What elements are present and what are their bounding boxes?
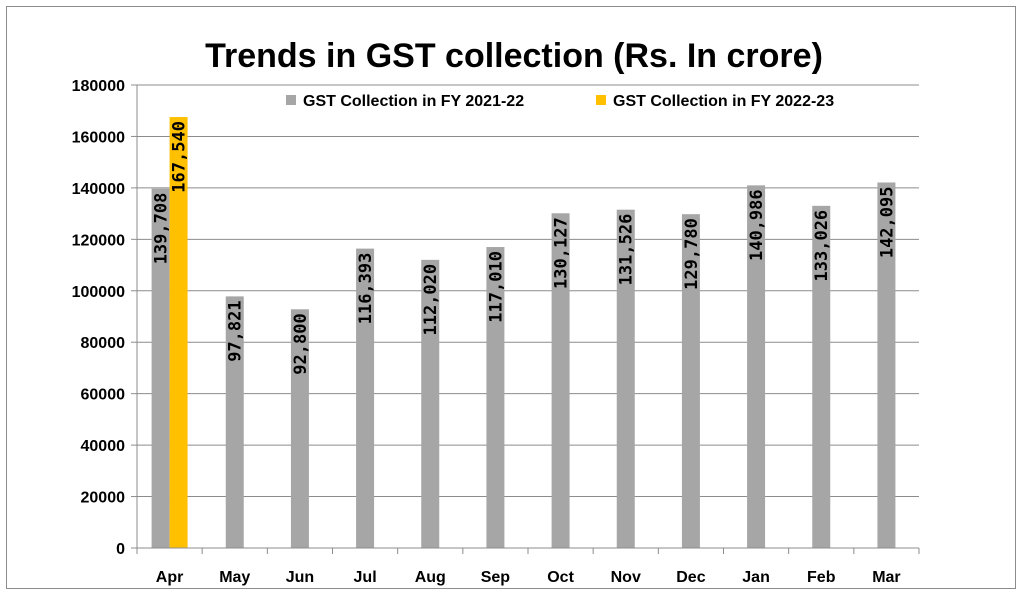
bar-may-series-0	[225, 296, 244, 548]
y-tick-label: 80000	[81, 335, 126, 352]
gst-bar-chart: Trends in GST collection (Rs. In crore) …	[72, 37, 920, 586]
data-label-sep-series-0: 117,010	[486, 251, 506, 323]
data-label-oct-series-0: 130,127	[552, 217, 572, 289]
bar-apr-series-0	[151, 188, 170, 548]
x-category-label: May	[219, 569, 250, 586]
y-axis-ticks: 0 20000 40000 60000 80000 100000 120000 140000 1…	[72, 78, 137, 558]
x-category-label: Feb	[807, 569, 836, 586]
bars	[151, 117, 896, 549]
chart-title: Trends in GST collection (Rs. In crore)	[205, 37, 823, 75]
x-category-label: Oct	[547, 569, 574, 586]
data-label-jun-series-0: 92,800	[291, 313, 311, 374]
x-axis-categories: Apr May Jun Jul Aug Sep Oct Nov Dec Jan Feb Mar	[156, 569, 901, 586]
y-tick-label: 0	[116, 541, 125, 558]
bar-jul-series-0	[356, 248, 375, 549]
x-category-label: Jul	[354, 569, 377, 586]
bar-dec-series-0	[681, 214, 700, 548]
y-tick-label: 140000	[72, 181, 125, 198]
y-tick-label: 180000	[72, 78, 125, 95]
x-category-label: Mar	[872, 569, 900, 586]
y-tick-label: 20000	[81, 490, 126, 507]
y-tick-label: 100000	[72, 284, 125, 301]
bar-jun-series-0	[290, 309, 309, 548]
axes	[136, 85, 920, 554]
data-label-aug-series-0: 112,020	[421, 264, 441, 336]
x-category-label: Jan	[742, 569, 770, 586]
gridlines	[137, 84, 919, 498]
x-category-label: Apr	[156, 569, 184, 586]
bar-sep-series-0	[486, 247, 505, 548]
y-tick-label: 40000	[81, 438, 126, 455]
bar-mar-series-0	[877, 182, 896, 549]
x-category-label: Aug	[415, 569, 446, 586]
data-label-nov-series-0: 131,526	[617, 214, 637, 286]
y-tick-label: 60000	[81, 387, 126, 404]
data-label-dec-series-0: 129,780	[682, 218, 702, 290]
bar-apr-series-1	[169, 117, 188, 548]
data-label-jan-series-0: 140,986	[747, 189, 767, 261]
legend-swatch-fy2022-23	[596, 95, 606, 105]
data-label-jul-series-0: 116,393	[356, 253, 376, 325]
x-category-label: Sep	[481, 569, 511, 586]
y-tick-label: 120000	[72, 232, 125, 249]
bar-nov-series-0	[616, 209, 635, 548]
legend-swatch-fy2021-22	[286, 95, 296, 105]
x-category-label: Dec	[676, 569, 705, 586]
x-category-label: Nov	[611, 569, 641, 586]
bar-oct-series-0	[551, 213, 570, 549]
legend-label-fy2021-22: GST Collection in FY 2021-22	[303, 93, 524, 110]
bar-jan-series-0	[747, 185, 766, 549]
legend: GST Collection in FY 2021-22 GST Collect…	[286, 93, 834, 110]
data-label-mar-series-0: 142,095	[877, 187, 897, 259]
data-label-may-series-0: 97,821	[226, 300, 246, 361]
y-tick-label: 160000	[72, 129, 125, 146]
legend-label-fy2022-23: GST Collection in FY 2022-23	[613, 93, 834, 110]
bar-feb-series-0	[812, 205, 831, 548]
data-label-apr-series-0: 139,708	[152, 193, 172, 265]
data-label-feb-series-0: 133,026	[812, 210, 832, 282]
bar-aug-series-0	[421, 259, 440, 548]
chart-frame: Trends in GST collection (Rs. In crore) …	[6, 6, 1016, 589]
x-category-label: Jun	[286, 569, 314, 586]
data-label-apr-series-1: 167,540	[170, 121, 190, 193]
